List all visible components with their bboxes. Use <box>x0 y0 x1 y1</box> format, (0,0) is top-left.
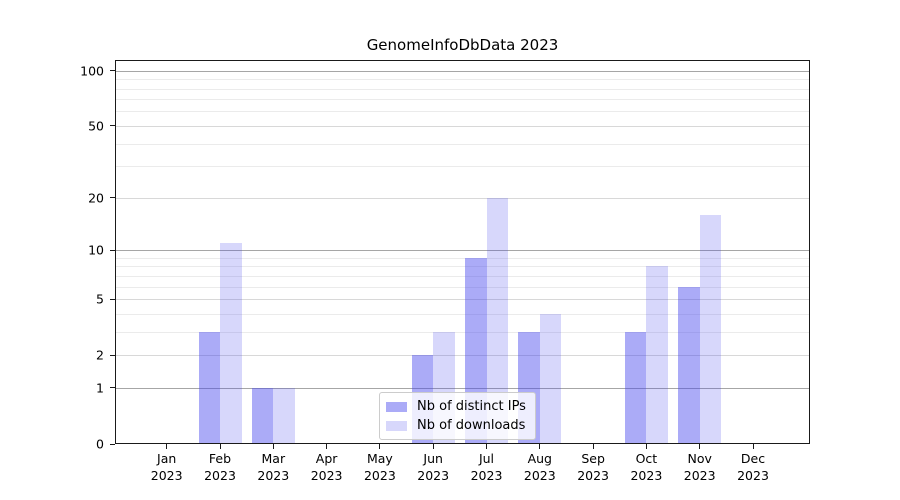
y-tick-mark <box>110 387 115 389</box>
x-tick-label-year: 2023 <box>577 468 609 483</box>
x-tick-label-year: 2023 <box>363 468 396 483</box>
bar-distinct-ips <box>678 286 700 444</box>
bar-distinct-ips <box>624 331 647 444</box>
bar-downloads <box>699 214 722 444</box>
x-tick-mark <box>752 444 754 449</box>
x-tick-label-year: 2023 <box>683 468 716 483</box>
y-tick-mark <box>110 443 115 445</box>
gridline-minor <box>115 166 810 168</box>
x-tick-mark <box>272 444 274 449</box>
x-tick-label-year: 2023 <box>630 468 663 483</box>
x-tick-label: Oct 2023 <box>606 450 686 484</box>
bar-downloads <box>646 266 668 444</box>
gridline-minor <box>115 79 810 81</box>
gridline-major <box>115 197 810 199</box>
x-tick-label-year: 2023 <box>470 468 503 483</box>
legend-swatch-downloads <box>386 420 407 431</box>
legend-swatch-distinct-ips <box>386 401 407 412</box>
legend-label: Nb of downloads <box>417 418 526 433</box>
x-tick-mark <box>539 444 541 449</box>
x-tick-label: Feb 2023 <box>180 450 260 484</box>
y-tick-label: 10 <box>88 242 104 258</box>
x-tick-mark <box>432 444 434 449</box>
x-tick-label-year: 2023 <box>150 468 183 483</box>
bar-downloads <box>486 197 508 444</box>
y-tick-label: 100 <box>80 63 104 79</box>
x-tick-label-month: Feb <box>208 451 232 466</box>
x-tick-label-year: 2023 <box>257 468 290 483</box>
gridline-minor <box>115 88 810 90</box>
x-tick-mark <box>379 444 381 449</box>
x-tick-label: Jan 2023 <box>127 450 207 484</box>
x-tick-label: May 2023 <box>340 450 420 484</box>
x-tick-label-month: Sep <box>581 451 605 466</box>
x-tick-label-year: 2023 <box>417 468 450 483</box>
x-tick-label-year: 2023 <box>737 468 769 483</box>
y-tick-label: 1 <box>96 380 104 396</box>
y-tick-mark <box>110 70 115 72</box>
x-tick-label-month: Aug <box>527 451 552 466</box>
legend-label: Nb of distinct IPs <box>417 399 526 414</box>
legend: Nb of distinct IPs Nb of downloads <box>379 392 536 440</box>
x-tick-mark <box>166 444 168 449</box>
chart-title: GenomeInfoDbData 2023 <box>366 36 559 54</box>
gridline-minor <box>115 99 810 101</box>
y-tick-label: 50 <box>88 118 104 134</box>
x-tick-label-month: Jan <box>157 451 177 466</box>
bar-downloads <box>539 313 562 444</box>
x-tick-label-month: May <box>366 451 393 466</box>
x-tick-label: Jul 2023 <box>447 450 527 484</box>
bar-downloads <box>220 243 242 444</box>
y-tick-mark <box>110 197 115 199</box>
y-tick-label: 0 <box>96 436 104 452</box>
y-tick-label: 2 <box>96 347 104 363</box>
y-tick-label: 5 <box>96 291 104 307</box>
x-tick-mark <box>219 444 221 449</box>
x-tick-mark <box>486 444 487 449</box>
x-tick-mark <box>699 444 701 449</box>
y-tick-mark <box>110 354 115 356</box>
bar-downloads <box>273 387 295 444</box>
x-tick-label: Mar 2023 <box>233 450 313 484</box>
x-tick-label: Apr 2023 <box>287 450 367 484</box>
x-tick-label-year: 2023 <box>310 468 343 483</box>
x-tick-label: Sep 2023 <box>553 450 633 484</box>
bar-distinct-ips <box>198 331 220 444</box>
x-tick-label-year: 2023 <box>523 468 556 483</box>
gridline-major <box>115 125 810 127</box>
x-tick-mark <box>592 444 594 449</box>
y-tick-mark <box>110 249 115 251</box>
x-tick-mark <box>326 444 328 449</box>
y-tick-mark <box>110 298 115 300</box>
x-tick-label-month: Oct <box>635 451 658 466</box>
x-tick-label: Aug 2023 <box>500 450 580 484</box>
x-tick-label: Nov 2023 <box>660 450 740 484</box>
y-tick-mark <box>110 125 115 127</box>
x-tick-label-month: Mar <box>261 451 286 466</box>
x-tick-label-month: Apr <box>315 451 338 466</box>
gridline-minor <box>115 111 810 113</box>
gridline-major <box>115 70 810 72</box>
x-tick-label: Dec 2023 <box>713 450 793 484</box>
bar-distinct-ips <box>251 387 274 444</box>
x-tick-label-month: Jun <box>423 451 443 466</box>
x-tick-label-month: Jul <box>478 451 495 466</box>
x-tick-label-month: Dec <box>740 451 766 466</box>
legend-row: Nb of downloads <box>386 416 526 435</box>
x-tick-mark <box>645 444 647 449</box>
gridline-minor <box>115 143 810 145</box>
y-tick-label: 20 <box>88 190 104 206</box>
x-tick-label: Jun 2023 <box>393 450 473 484</box>
legend-row: Nb of distinct IPs <box>386 397 526 416</box>
x-tick-label-month: Nov <box>687 451 712 466</box>
x-tick-label-year: 2023 <box>204 468 236 483</box>
